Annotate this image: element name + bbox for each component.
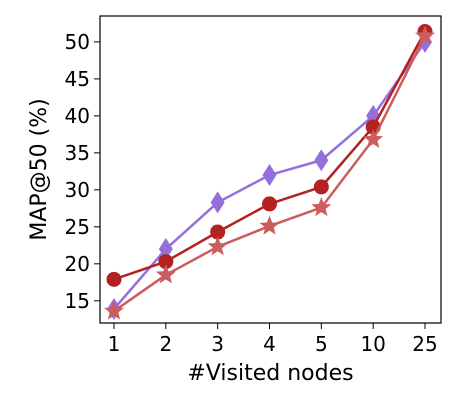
- data-point-diamond: [314, 149, 329, 172]
- data-point-star: [415, 25, 435, 45]
- data-point-circle: [106, 271, 122, 287]
- y-tick-label: 25: [65, 215, 90, 239]
- series-line: [113, 30, 427, 281]
- y-tick-label: 20: [65, 252, 90, 276]
- data-point-star: [363, 129, 384, 149]
- data-point-star: [155, 264, 176, 284]
- y-axis: 15 20 25 30 35 40 45 50: [65, 30, 100, 313]
- y-axis-label: MAP@50 (%): [27, 98, 52, 240]
- x-tick-label: 4: [263, 332, 276, 356]
- x-tick-label: 3: [211, 332, 224, 356]
- x-axis: 1 2 3 4 5 10 25: [108, 323, 438, 356]
- data-point-circle: [313, 179, 329, 195]
- x-tick-label: 25: [412, 332, 437, 356]
- data-point-circle: [158, 254, 174, 270]
- x-tick-label: 2: [159, 332, 172, 356]
- series-1: [107, 30, 432, 320]
- data-point-star: [311, 197, 332, 217]
- data-point-diamond: [210, 191, 225, 214]
- data-point-star: [207, 236, 228, 256]
- y-tick-label: 45: [65, 67, 90, 91]
- y-tick-label: 35: [65, 141, 90, 165]
- data-point-diamond: [262, 164, 277, 187]
- chart-marks: [104, 24, 435, 320]
- data-point-diamond: [158, 238, 173, 261]
- y-tick-label: 50: [65, 30, 90, 54]
- y-tick-label: 30: [65, 178, 90, 202]
- data-point-circle: [210, 224, 226, 240]
- series-2: [106, 24, 433, 287]
- series-3: [104, 25, 435, 320]
- data-point-star: [104, 300, 124, 320]
- x-tick-label: 10: [360, 332, 385, 356]
- y-tick-label: 40: [65, 104, 90, 128]
- data-point-circle: [262, 196, 277, 212]
- y-tick-label: 15: [65, 289, 90, 313]
- x-tick-label: 5: [315, 332, 328, 356]
- plot-frame: [99, 15, 442, 324]
- x-tick-label: 1: [108, 332, 121, 356]
- x-axis-label: #Visited nodes: [187, 361, 353, 386]
- data-point-star: [259, 215, 280, 235]
